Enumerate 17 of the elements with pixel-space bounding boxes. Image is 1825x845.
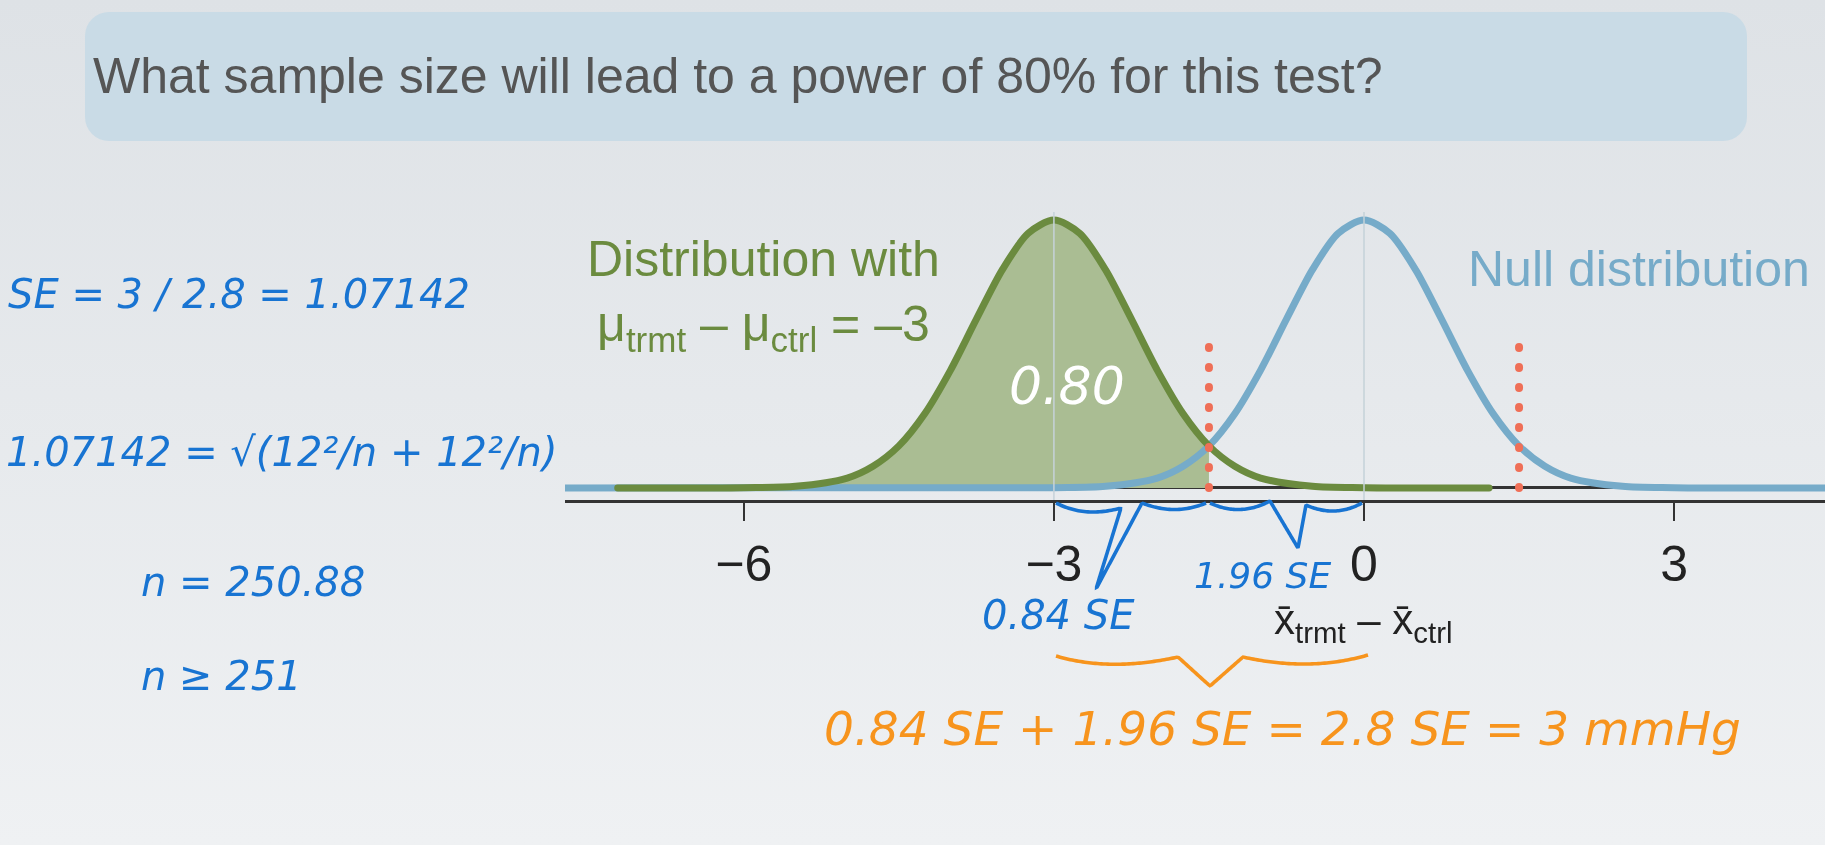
chart-title: What sample size will lead to a power of 80% for this test? (93, 46, 1383, 105)
text: SE = 3 / 2.8 = 1.07142 (8, 271, 470, 317)
annotation: 0.80 (1009, 356, 1125, 416)
text: 1.07142 = √(12²/n + 12²/n) (6, 429, 558, 475)
title-banner: What sample size will lead to a power of 80% for this test? (85, 12, 1747, 141)
text: n = 250.88 (141, 559, 366, 605)
text: 0.84 SE + 1.96 SE = 2.8 SE = 3 mmHg (824, 701, 1741, 756)
series-label: Distribution with μ$_{trmt}$ – μ$_{ctrl}$ = –3 (587, 231, 940, 359)
series-label: Null distribution (1468, 241, 1810, 297)
text: n ≥ 251 (141, 653, 302, 699)
x-tick-label: −6 (715, 535, 773, 592)
text: 0.84 SE (982, 592, 1136, 638)
x-tick-label: 3 (1660, 535, 1688, 592)
text: 1.96 SE (1194, 555, 1332, 596)
x-tick-label: −3 (1025, 535, 1083, 592)
x-axis-title: x̄$_{trmt}$ – x̄$_{ctrl}$ (1274, 596, 1453, 649)
x-tick-label: 0 (1350, 535, 1378, 592)
